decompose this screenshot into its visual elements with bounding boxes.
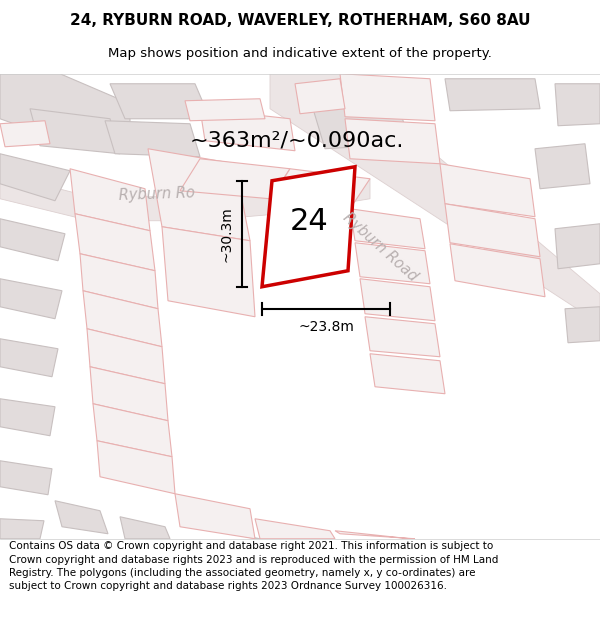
Polygon shape: [450, 244, 545, 297]
Polygon shape: [445, 204, 540, 257]
Polygon shape: [105, 121, 200, 157]
Polygon shape: [162, 227, 255, 317]
Polygon shape: [370, 354, 445, 394]
Polygon shape: [87, 329, 165, 384]
Polygon shape: [345, 119, 440, 164]
Polygon shape: [148, 149, 250, 241]
Polygon shape: [0, 74, 130, 144]
Polygon shape: [0, 461, 52, 495]
Polygon shape: [180, 159, 290, 199]
Polygon shape: [340, 74, 435, 121]
Text: 24, RYBURN ROAD, WAVERLEY, ROTHERHAM, S60 8AU: 24, RYBURN ROAD, WAVERLEY, ROTHERHAM, S6…: [70, 13, 530, 28]
Polygon shape: [0, 399, 55, 436]
Polygon shape: [0, 174, 370, 221]
Polygon shape: [120, 517, 170, 539]
Polygon shape: [445, 79, 540, 111]
Polygon shape: [270, 74, 600, 324]
Text: ~23.8m: ~23.8m: [298, 320, 354, 334]
Polygon shape: [83, 291, 162, 347]
Text: ~363m²/~0.090ac.: ~363m²/~0.090ac.: [190, 131, 404, 151]
Polygon shape: [360, 279, 435, 321]
Text: 24: 24: [290, 207, 329, 236]
Polygon shape: [0, 154, 70, 201]
Polygon shape: [310, 94, 410, 149]
Polygon shape: [295, 79, 345, 114]
Polygon shape: [55, 501, 108, 534]
Polygon shape: [30, 109, 120, 154]
Polygon shape: [0, 519, 44, 539]
Polygon shape: [355, 242, 430, 284]
Polygon shape: [90, 367, 168, 421]
Polygon shape: [110, 84, 210, 119]
Text: Ryburn Ro: Ryburn Ro: [118, 185, 195, 202]
Polygon shape: [93, 404, 172, 457]
Polygon shape: [440, 164, 535, 217]
Polygon shape: [555, 224, 600, 269]
Polygon shape: [535, 144, 590, 189]
Polygon shape: [0, 339, 58, 377]
Polygon shape: [0, 121, 50, 147]
Polygon shape: [210, 529, 260, 539]
Polygon shape: [75, 214, 155, 271]
Text: Map shows position and indicative extent of the property.: Map shows position and indicative extent…: [108, 47, 492, 59]
Polygon shape: [185, 99, 265, 121]
Polygon shape: [365, 317, 440, 357]
Text: Ryburn Road: Ryburn Road: [340, 209, 420, 284]
Polygon shape: [555, 84, 600, 126]
Polygon shape: [270, 169, 370, 209]
Polygon shape: [0, 219, 65, 261]
Polygon shape: [200, 109, 295, 151]
Text: Contains OS data © Crown copyright and database right 2021. This information is : Contains OS data © Crown copyright and d…: [9, 541, 499, 591]
Polygon shape: [255, 519, 335, 539]
Polygon shape: [0, 279, 62, 319]
Polygon shape: [175, 494, 255, 539]
Polygon shape: [335, 531, 415, 539]
Polygon shape: [80, 254, 158, 309]
Polygon shape: [70, 169, 150, 231]
Polygon shape: [565, 307, 600, 342]
Polygon shape: [97, 441, 175, 494]
Polygon shape: [262, 167, 355, 287]
Polygon shape: [350, 209, 425, 249]
Text: ~30.3m: ~30.3m: [220, 206, 234, 262]
